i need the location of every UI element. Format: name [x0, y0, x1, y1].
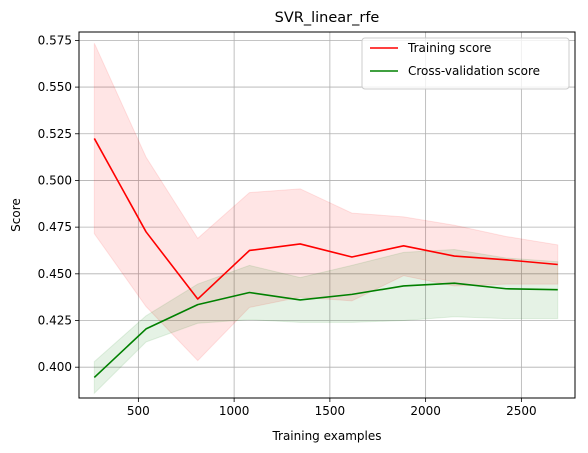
- y-axis-ticks: 0.400 0.425 0.450 0.475 0.500 0.525 0.550 0.575: [38, 33, 79, 374]
- x-tick-label: 2500: [506, 404, 537, 418]
- y-tick-label: 0.500: [38, 173, 72, 187]
- legend-label-training: Training score: [407, 41, 491, 55]
- x-axis-label: Training examples: [271, 429, 381, 443]
- series-line-0: [93, 138, 558, 300]
- legend-label-cross-validation: Cross-validation score: [408, 64, 540, 78]
- x-tick-label: 1500: [315, 404, 346, 418]
- chart-title: SVR_linear_rfe: [275, 10, 380, 26]
- confidence-bands: [93, 42, 559, 395]
- legend: Training score Cross-validation score: [361, 37, 570, 90]
- series-lines: [93, 138, 558, 379]
- series-line-1: [93, 282, 558, 379]
- confidence-band-1: [93, 249, 559, 395]
- confidence-band-0: [93, 42, 559, 362]
- y-tick-label: 0.450: [38, 267, 72, 281]
- legend-box: [361, 37, 570, 90]
- x-tick-label: 2000: [410, 404, 441, 418]
- y-tick-label: 0.400: [38, 360, 72, 374]
- y-axis-label: Score: [9, 198, 23, 232]
- y-tick-label: 0.525: [38, 127, 72, 141]
- x-axis-ticks: 500 1000 1500 2000 2500: [127, 398, 537, 418]
- grid: [79, 32, 575, 398]
- y-tick-label: 0.425: [38, 314, 72, 328]
- y-tick-label: 0.575: [38, 33, 72, 47]
- y-tick-label: 0.550: [38, 80, 72, 94]
- x-tick-label: 1000: [219, 404, 250, 418]
- x-tick-label: 500: [127, 404, 150, 418]
- y-tick-label: 0.475: [38, 220, 72, 234]
- plot-frame: [78, 31, 576, 399]
